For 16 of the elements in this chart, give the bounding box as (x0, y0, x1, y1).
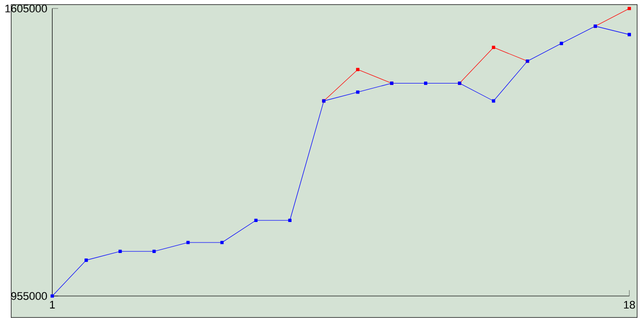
point (424, 82, 428, 85)
point (50, 294, 54, 298)
point (152, 250, 156, 254)
point (254, 218, 258, 222)
point (628, 6, 631, 10)
point (84, 258, 88, 262)
point (288, 218, 292, 222)
point (356, 68, 360, 72)
x-tick-label: 18 (624, 300, 635, 309)
point (492, 46, 496, 50)
point (118, 250, 122, 254)
point (560, 42, 564, 46)
point (492, 99, 496, 103)
x-tick-label: 1 (50, 300, 55, 309)
point (628, 33, 631, 36)
point (356, 90, 360, 94)
